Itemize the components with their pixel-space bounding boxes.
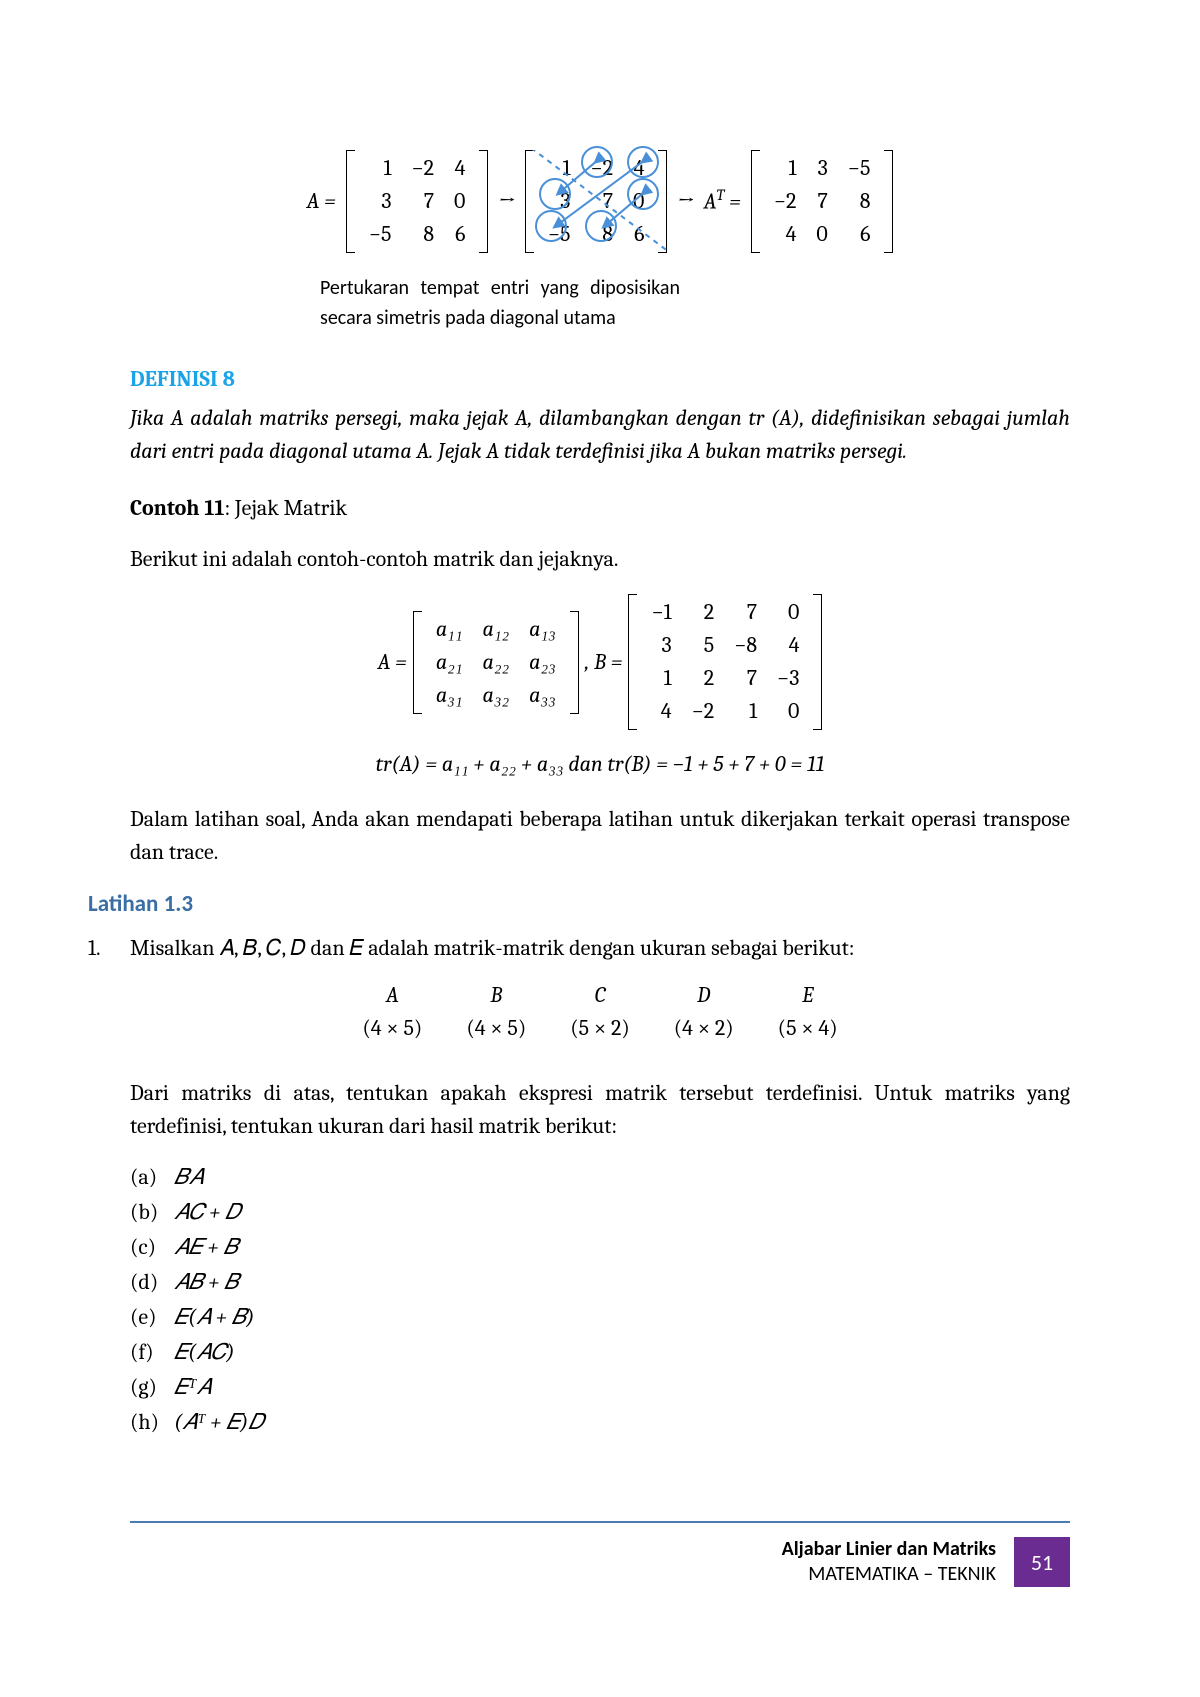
eq-rhs-label: AT = bbox=[704, 184, 741, 218]
sizes-table: A B C D E (4 × 5) (4 × 5) (5 × 2) (4 × 2… bbox=[130, 979, 1070, 1045]
trace-equation: tr(A) = a₁₁ + a₂₂ + a₃₃ dan tr(B) = −1 +… bbox=[130, 748, 1070, 781]
matrix-A-annotated: 1−24 370 −586 bbox=[525, 150, 668, 253]
latihan-item-1: 1. Misalkan 𝐴, 𝐵, 𝐶, 𝐷 dan 𝐸 adalah matr… bbox=[88, 932, 1070, 1441]
contoh-title: Contoh 11: Jejak Matrik bbox=[130, 492, 1070, 525]
contoh-intro: Berikut ini adalah contoh-contoh matrik … bbox=[130, 543, 1070, 576]
footer-title: Aljabar Linier dan Matriks bbox=[782, 1537, 996, 1562]
latihan-head: Latihan 1.3 bbox=[88, 887, 1070, 922]
eq-lhs: A = bbox=[307, 185, 336, 218]
matrix-AT: 13−5 −278 406 bbox=[751, 150, 894, 253]
definisi-head: DEFINISI 8 bbox=[130, 363, 1070, 396]
transpose-caption: Pertukaran tempat entri yang diposisikan… bbox=[320, 273, 680, 333]
arrow2: → bbox=[677, 185, 693, 218]
matrices-AB: A = a₁₁a₁₂a₁₃ a₂₁a₂₂a₂₃ a₃₁a₃₂a₃₃ , B = … bbox=[130, 594, 1070, 730]
matrix-A: 1−24 370 −586 bbox=[346, 150, 489, 253]
matrix-A-symbolic: a₁₁a₁₂a₁₃ a₂₁a₂₂a₂₃ a₃₁a₃₂a₃₃ bbox=[413, 611, 579, 714]
matrix-B: −1270 35−84 127−3 4−210 bbox=[628, 594, 822, 730]
footer-sub: MATEMATIKA – TEKNIK bbox=[782, 1562, 996, 1587]
definisi-body: Jika A adalah matriks persegi, maka jeja… bbox=[130, 402, 1070, 468]
latihan-para2: Dari matriks di atas, tentukan apakah ek… bbox=[130, 1077, 1070, 1143]
para-after: Dalam latihan soal, Anda akan mendapati … bbox=[130, 803, 1070, 869]
latihan-text: Misalkan 𝐴, 𝐵, 𝐶, 𝐷 dan 𝐸 adalah matrik-… bbox=[130, 932, 1070, 965]
arrow1: → bbox=[498, 185, 514, 218]
transpose-equation: A = 1−24 370 −586 → 1−24 370 −586 bbox=[130, 150, 1070, 253]
page-number: 51 bbox=[1014, 1537, 1070, 1587]
sub-list: (a)𝐵𝐴 (b)𝐴𝐶 + 𝐷 (c)𝐴𝐸 + 𝐵 (d)𝐴𝐵 + 𝐵 (e)𝐸… bbox=[130, 1161, 1070, 1439]
page-footer: Aljabar Linier dan Matriks MATEMATIKA – … bbox=[130, 1521, 1070, 1587]
